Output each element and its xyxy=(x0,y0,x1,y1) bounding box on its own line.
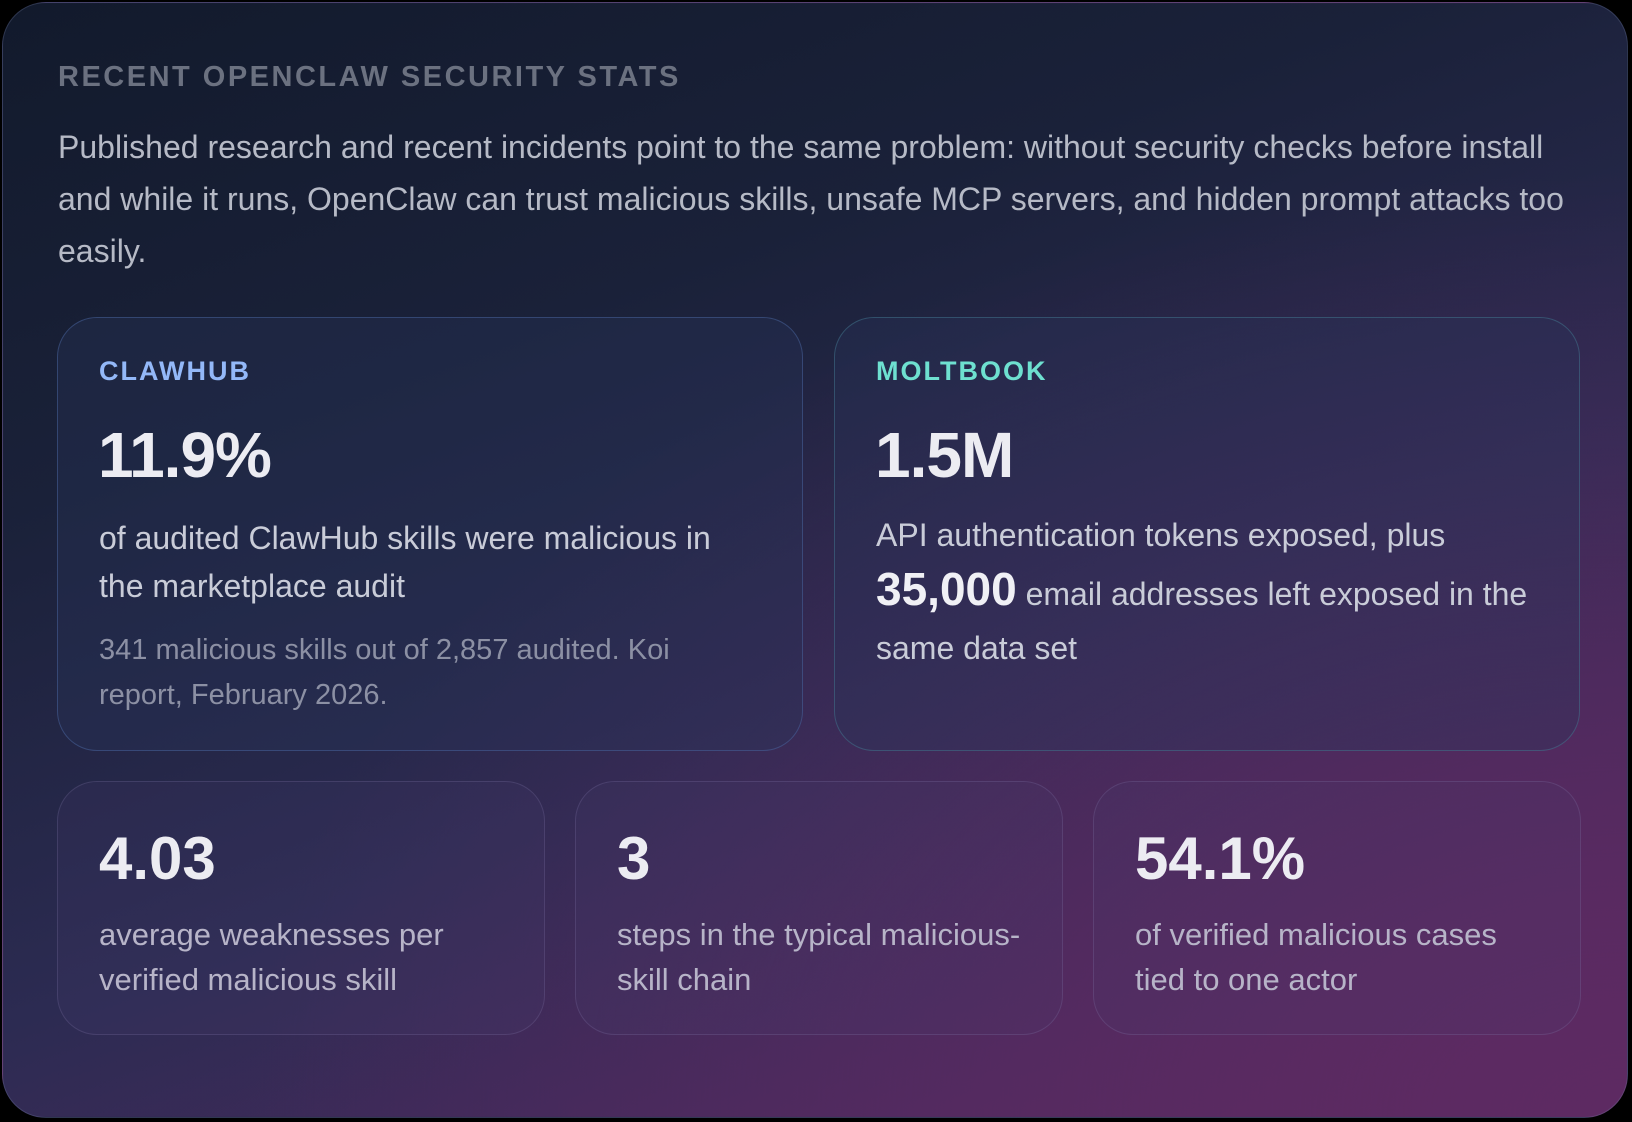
clawhub-source-note: 341 malicious skills out of 2,857 audite… xyxy=(99,634,670,711)
moltbook-stat-card: MOLTBOOK 1.5M API authentication tokens … xyxy=(834,317,1580,751)
stat-value: 54.1% xyxy=(1135,825,1306,892)
intro-paragraph: Published research and recent incidents … xyxy=(58,129,1564,269)
stat-description: of verified malicious cases tied to one … xyxy=(1135,917,1497,997)
clawhub-value: 11.9% xyxy=(98,419,272,491)
clawhub-stat-card: CLAWHUB 11.9% of audited ClawHub skills … xyxy=(57,317,803,751)
moltbook-value: 1.5M xyxy=(875,419,1014,491)
clawhub-description: of audited ClawHub skills were malicious… xyxy=(99,520,711,604)
moltbook-desc-pre: API authentication tokens exposed, plus xyxy=(876,517,1446,553)
stat-card-one-actor: 54.1% of verified malicious cases tied t… xyxy=(1093,781,1581,1035)
moltbook-description: API authentication tokens exposed, plus … xyxy=(876,508,1536,675)
moltbook-highlight-value: 35,000 xyxy=(876,563,1017,615)
moltbook-label: MOLTBOOK xyxy=(876,356,1048,386)
stat-value: 4.03 xyxy=(99,825,216,892)
section-title: RECENT OPENCLAW SECURITY STATS xyxy=(58,61,681,93)
stat-card-weaknesses: 4.03 average weaknesses per verified mal… xyxy=(57,781,545,1035)
moltbook-desc-post: email addresses left exposed in the same… xyxy=(876,576,1528,666)
stat-description: steps in the typical malicious-skill cha… xyxy=(617,917,1021,997)
stat-card-chain-steps: 3 steps in the typical malicious-skill c… xyxy=(575,781,1063,1035)
clawhub-label: CLAWHUB xyxy=(99,356,251,386)
stat-value: 3 xyxy=(617,825,651,892)
stat-description: average weaknesses per verified maliciou… xyxy=(99,917,444,997)
